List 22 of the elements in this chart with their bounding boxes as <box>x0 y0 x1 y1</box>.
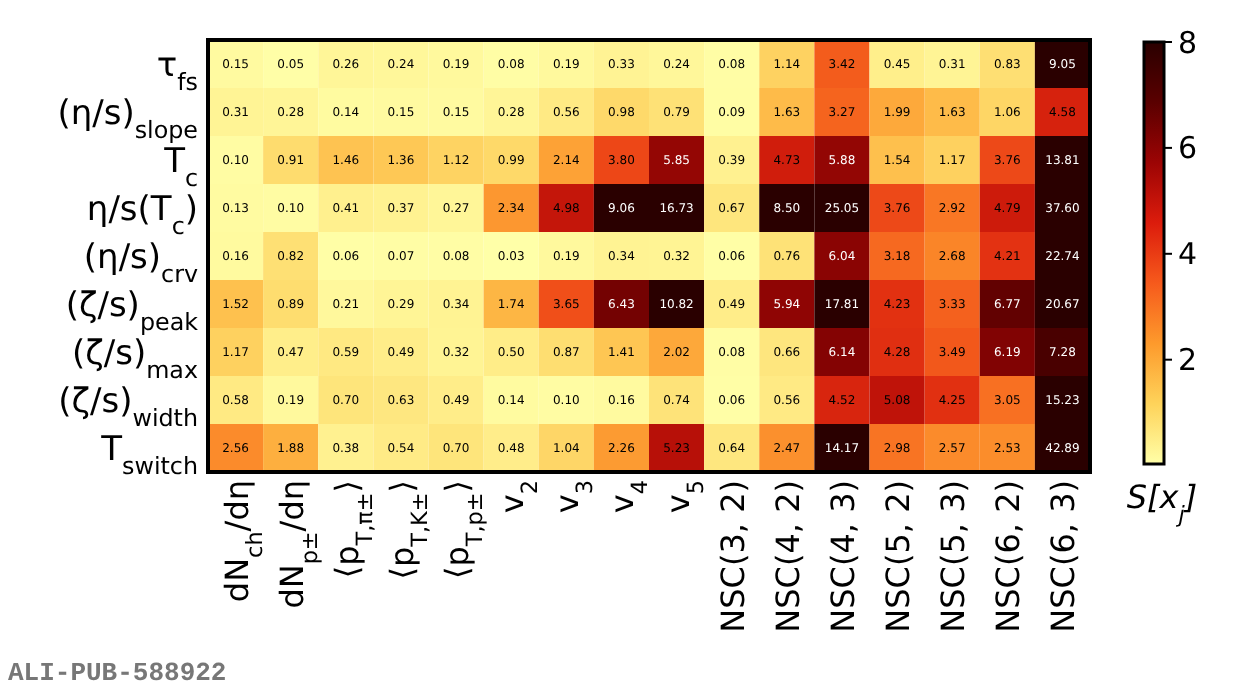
y-tick-label: T$_{switch}$ <box>99 429 198 480</box>
x-tick-label: NSC(3, 2) <box>713 480 752 633</box>
y-tick-label: η/s(T$_{c}$) <box>86 189 198 240</box>
y-tick-label: (ζ/s)$_{peak}$ <box>65 285 199 336</box>
x-tick-label: NSC(5, 3) <box>934 480 973 633</box>
color-bar-label: 8 <box>1178 24 1198 61</box>
text: ALI-PUB-588922 <box>8 658 227 688</box>
x-tick-label: NSC(6, 3) <box>1044 480 1083 633</box>
x-tick-label: NSC(4, 3) <box>823 480 862 633</box>
x-tick-label: NSC(5, 2) <box>879 480 918 633</box>
y-tick-label: (η/s)$_{crv}$ <box>83 237 198 288</box>
color-bar-label: 2 <box>1178 342 1198 379</box>
y-tick-label: T$_{c}$ <box>162 141 198 192</box>
y-tick-label: (η/s)$_{slope}$ <box>57 93 198 144</box>
x-tick-label: NSC(6, 2) <box>989 480 1028 633</box>
x-tick-label: NSC(4, 2) <box>768 480 807 633</box>
y-tick-label: τ$_{fs}$ <box>156 45 198 96</box>
color-bar-label: 6 <box>1178 130 1198 167</box>
color-bar-title: S[x$_{j}$] <box>1126 478 1198 527</box>
color-bar-label: 4 <box>1178 236 1198 273</box>
y-tick-label: (ζ/s)$_{width}$ <box>58 381 198 432</box>
y-tick-label: (ζ/s)$_{max}$ <box>71 333 198 384</box>
